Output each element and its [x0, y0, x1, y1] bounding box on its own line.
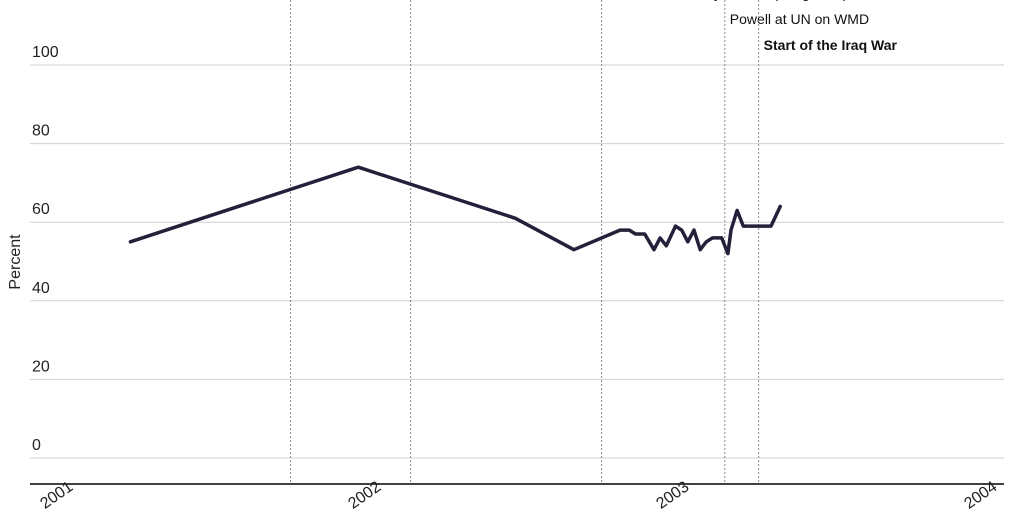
y-tick-label: 0	[32, 437, 41, 454]
x-axis: 2001 2002 2003 2004	[30, 478, 1004, 512]
series-layer	[128, 165, 782, 256]
grid-lines	[30, 64, 1004, 459]
y-tick-label: 60	[32, 201, 50, 218]
y-tick-label: 80	[32, 123, 50, 140]
series-line	[128, 165, 782, 256]
event-label: Bush, UN Security Council pledge Iraq Re…	[607, 0, 916, 1]
y-tick-label: 20	[32, 358, 50, 375]
event-markers: 9/11 attacks Bush "Axis of Evil" Bush, UN …	[290, 0, 916, 484]
event-label: Start of the Iraq War	[764, 37, 898, 53]
event-label: Bush "Axis of Evil"	[416, 0, 530, 1]
y-tick-label: 40	[32, 280, 50, 297]
y-axis: 0 20 40 60 80 100	[32, 44, 59, 454]
y-axis-label: Percent	[7, 234, 24, 290]
y-tick-label: 100	[32, 44, 59, 61]
event-label: Powell at UN on WMD	[730, 11, 869, 27]
event-label: 9/11 attacks	[296, 0, 370, 1]
